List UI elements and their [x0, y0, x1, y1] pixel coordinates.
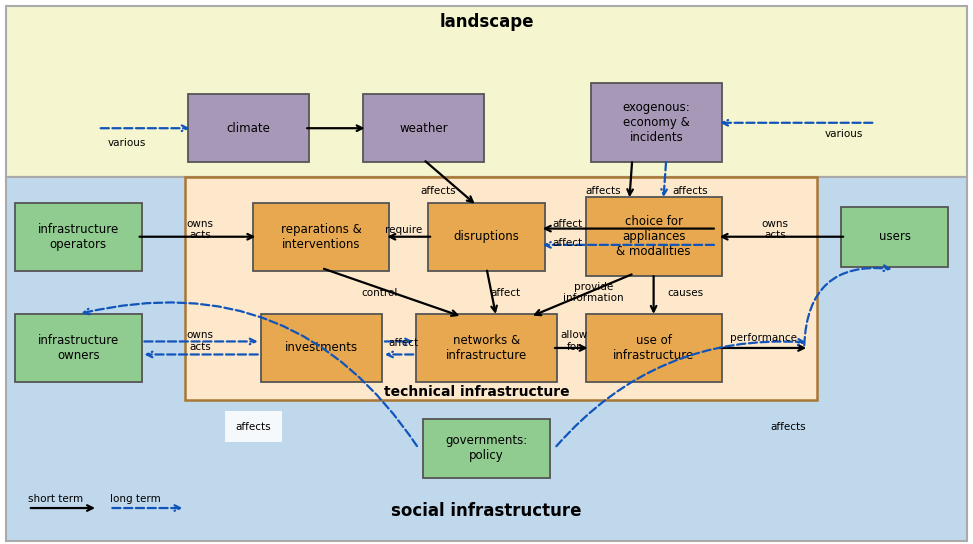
FancyBboxPatch shape: [423, 418, 550, 478]
FancyBboxPatch shape: [188, 94, 309, 162]
FancyBboxPatch shape: [253, 203, 389, 271]
FancyBboxPatch shape: [16, 203, 142, 271]
FancyBboxPatch shape: [6, 6, 967, 177]
Text: performance: performance: [730, 333, 797, 343]
FancyBboxPatch shape: [261, 314, 382, 382]
Text: use of
infrastructure: use of infrastructure: [613, 334, 695, 362]
Text: affects: affects: [586, 186, 621, 196]
Text: choice for
appliances
& modalities: choice for appliances & modalities: [616, 215, 691, 258]
Text: users: users: [879, 230, 911, 243]
Text: short term: short term: [28, 494, 83, 504]
Text: affect: affect: [389, 337, 419, 348]
Text: reparations &
interventions: reparations & interventions: [281, 222, 362, 251]
Text: technical infrastructure: technical infrastructure: [384, 386, 569, 399]
Text: governments:
policy: governments: policy: [446, 434, 527, 462]
Text: owns
acts: owns acts: [187, 219, 213, 240]
Text: networks &
infrastructure: networks & infrastructure: [446, 334, 527, 362]
Text: require: require: [385, 225, 422, 234]
FancyBboxPatch shape: [6, 177, 967, 541]
Text: weather: weather: [399, 122, 448, 135]
Text: infrastructure
owners: infrastructure owners: [38, 334, 119, 362]
Text: affect: affect: [552, 219, 582, 229]
Text: social infrastructure: social infrastructure: [391, 502, 582, 520]
Text: long term: long term: [110, 494, 161, 504]
Text: landscape: landscape: [439, 14, 534, 32]
Text: climate: climate: [227, 122, 270, 135]
Text: owns
acts: owns acts: [187, 330, 213, 352]
FancyBboxPatch shape: [363, 94, 485, 162]
FancyBboxPatch shape: [586, 314, 722, 382]
Text: allow
for: allow for: [560, 330, 588, 352]
Text: infrastructure
operators: infrastructure operators: [38, 222, 119, 251]
FancyBboxPatch shape: [841, 207, 948, 267]
Text: exogenous:
economy &
incidents: exogenous: economy & incidents: [623, 101, 691, 144]
FancyBboxPatch shape: [185, 177, 817, 399]
Text: affect: affect: [490, 288, 521, 298]
Text: investments: investments: [285, 342, 358, 355]
Text: disruptions: disruptions: [453, 230, 520, 243]
Text: control: control: [361, 288, 398, 298]
Text: affects: affects: [420, 186, 455, 196]
Text: affects: affects: [672, 186, 708, 196]
FancyBboxPatch shape: [591, 83, 722, 162]
Text: various: various: [108, 138, 146, 148]
Text: various: various: [825, 128, 863, 139]
Text: affects: affects: [770, 422, 806, 431]
FancyBboxPatch shape: [16, 314, 142, 382]
Text: affects: affects: [235, 422, 271, 431]
FancyBboxPatch shape: [428, 203, 545, 271]
FancyBboxPatch shape: [586, 197, 722, 276]
Text: affect: affect: [552, 238, 582, 248]
Text: provide
information: provide information: [563, 282, 624, 304]
Text: owns
acts: owns acts: [762, 219, 788, 240]
FancyBboxPatch shape: [416, 314, 557, 382]
Text: causes: causes: [667, 288, 703, 298]
